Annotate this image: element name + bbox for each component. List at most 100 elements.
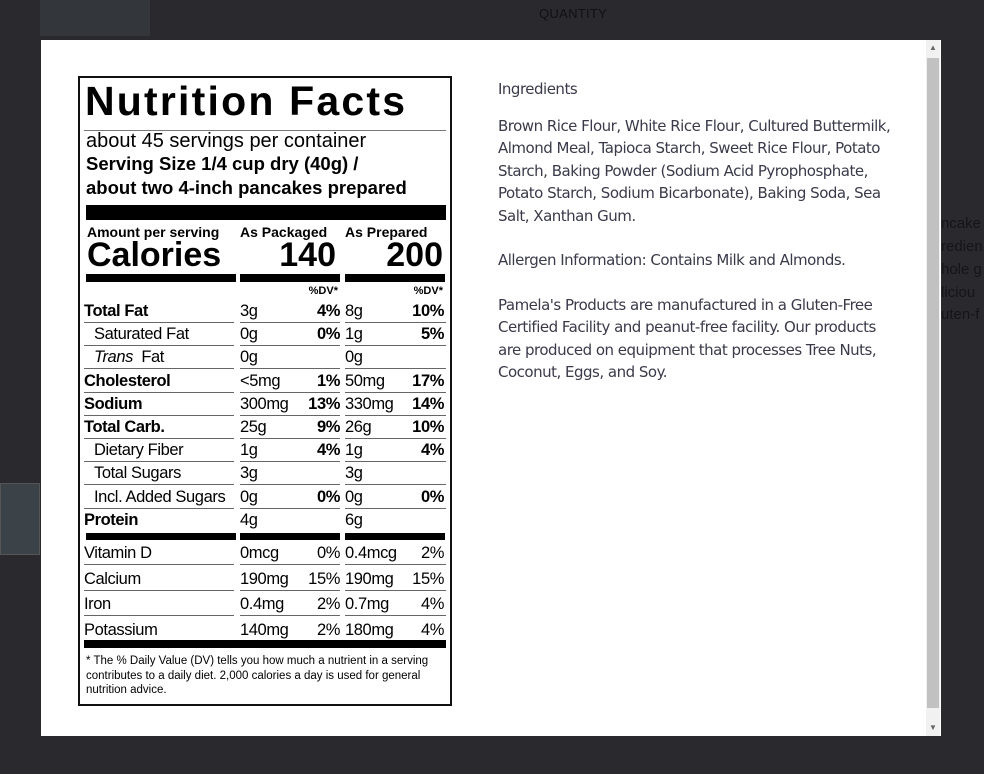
mineral-row: Vitamin D 0mcg 0% 0.4mcg 2% [84, 542, 446, 565]
nutrient-row: Trans Fat 0g 0g [84, 346, 446, 370]
nutrient-row: Total Sugars 3g 3g [84, 462, 446, 486]
packaged-amount: 1g [240, 441, 258, 460]
packaged-dv: 13% [308, 394, 340, 413]
amount-per-serving: Amount per serving [87, 224, 220, 240]
packaged-dv: 0% [316, 544, 340, 562]
nutrient-row: Total Fat 3g 4% 8g 10% [84, 300, 446, 323]
nutrient-name: Total Fat [84, 302, 148, 320]
packaged-dv: 2% [316, 595, 340, 613]
nutrient-name: Potassium [84, 620, 158, 639]
prepared-amount: 180mg [345, 620, 394, 639]
prepared-amount: 0g [345, 348, 363, 367]
prepared-dv: 15% [412, 569, 444, 588]
serving-size: Serving Size 1/4 cup dry (40g) / [86, 153, 359, 174]
prepared-dv: 4% [420, 441, 444, 460]
nutrient-name: Iron [84, 595, 111, 613]
nutrient-row: Dietary Fiber 1g 4% 1g 4% [84, 439, 446, 463]
nutrient-name: Incl. Added Sugars [94, 487, 226, 506]
packaged-amount: 0g [240, 348, 258, 367]
packaged-amount: 3g [240, 464, 258, 483]
background-text: redien [941, 238, 983, 255]
serving-size-prepared: about two 4-inch pancakes prepared [86, 177, 407, 198]
nutrient-name: Total Carb. [84, 418, 165, 436]
packaged-amount: 4g [240, 510, 258, 529]
prepared-amount: 26g [345, 418, 372, 436]
packaged-amount: 3g [240, 302, 258, 320]
prepared-dv: 10% [412, 302, 444, 320]
background-quantity-label: QUANTITY [539, 6, 608, 21]
prepared-amount: 1g [345, 441, 363, 460]
prepared-amount: 0.4mcg [345, 544, 397, 562]
calories-prepared: 200 [386, 236, 443, 274]
label-title: Nutrition Facts [85, 78, 408, 124]
prepared-amount: 50mg [345, 371, 385, 390]
nutrient-name: Vitamin D [84, 544, 152, 562]
nutrient-row: Total Carb. 25g 9% 26g 10% [84, 416, 446, 439]
daily-value-footnote: * The % Daily Value (DV) tells you how m… [86, 655, 429, 696]
dv-header-packaged: %DV* [308, 285, 338, 297]
prepared-amount: 6g [345, 510, 363, 529]
packaged-dv: 1% [316, 371, 340, 390]
background-text: ncake [941, 215, 982, 232]
calories-label: Calories [87, 236, 222, 274]
packaged-amount: 0.4mg [240, 595, 284, 613]
nutrient-name: Dietary Fiber [94, 441, 184, 460]
prepared-amount: 8g [345, 302, 363, 320]
facility-text: Pamela's Products are manufactured in a … [498, 295, 877, 382]
prepared-amount: 3g [345, 464, 363, 483]
background-thumbnail [0, 483, 40, 555]
packaged-dv: 2% [316, 620, 340, 639]
prepared-dv: 10% [412, 418, 444, 436]
nutrient-name: Sodium [84, 394, 143, 413]
allergen-text: Allergen Information: Contains Milk and … [498, 251, 846, 269]
nutrient-row: Protein 4g 6g [84, 509, 446, 532]
nutrient-name: Cholesterol [84, 371, 171, 390]
nutrient-name: Total Sugars [94, 464, 181, 483]
scrollbar-thumb[interactable] [927, 58, 939, 708]
prepared-dv: 17% [412, 371, 444, 390]
nutrient-row: Saturated Fat 0g 0% 1g 5% [84, 323, 446, 347]
prepared-amount: 1g [345, 325, 363, 344]
background-text: liciou [941, 284, 976, 301]
col-as-packaged: As Packaged [240, 224, 328, 240]
ingredients-text: Brown Rice Flour, White Rice Flour, Cult… [498, 116, 891, 225]
nutrient-name: Protein [84, 510, 139, 529]
packaged-amount: 0g [240, 325, 258, 344]
prepared-dv: 2% [420, 544, 444, 562]
packaged-dv: 4% [316, 302, 340, 320]
packaged-dv: 4% [316, 441, 340, 460]
prepared-dv: 5% [420, 325, 444, 344]
nutrition-facts-label: Nutrition Facts about 45 servings per co… [78, 76, 452, 706]
packaged-dv: 0% [316, 325, 340, 344]
background-product-thumbnail [40, 0, 150, 36]
nutrient-row: Sodium 300mg 13% 330mg 14% [84, 393, 446, 416]
nutrient-row: Cholesterol <5mg 1% 50mg 17% [84, 370, 446, 393]
packaged-amount: 140mg [240, 620, 289, 639]
nutrient-row: Incl. Added Sugars 0g 0% 0g 0% [84, 486, 446, 509]
prepared-dv: 0% [420, 487, 444, 506]
background-text: uten-f [941, 306, 980, 323]
prepared-dv: 4% [420, 620, 444, 639]
packaged-amount: 25g [240, 418, 267, 436]
col-as-prepared: As Prepared [345, 224, 428, 240]
packaged-amount: 0g [240, 487, 258, 506]
prepared-amount: 330mg [345, 394, 394, 413]
nutrition-modal: Nutrition Facts about 45 servings per co… [41, 40, 941, 736]
packaged-dv: 9% [316, 418, 340, 436]
dv-header-prepared: %DV* [413, 285, 443, 297]
scroll-down-arrow-icon[interactable]: ▼ [929, 723, 937, 732]
prepared-dv: 4% [420, 595, 444, 613]
prepared-dv: 14% [412, 394, 444, 413]
packaged-dv: 15% [308, 569, 340, 588]
modal-scrollbar[interactable]: ▲ ▼ [926, 40, 940, 736]
packaged-amount: 190mg [240, 569, 289, 588]
calories-packaged: 140 [279, 236, 336, 274]
prepared-amount: 190mg [345, 569, 394, 588]
prepared-amount: 0.7mg [345, 595, 389, 613]
prepared-amount: 0g [345, 487, 363, 506]
mineral-row: Iron 0.4mg 2% 0.7mg 4% [84, 593, 446, 616]
scroll-up-arrow-icon[interactable]: ▲ [929, 43, 937, 52]
packaged-dv: 0% [316, 487, 340, 506]
packaged-amount: <5mg [240, 371, 281, 390]
mineral-row: Potassium 140mg 2% 180mg 4% [84, 619, 446, 642]
